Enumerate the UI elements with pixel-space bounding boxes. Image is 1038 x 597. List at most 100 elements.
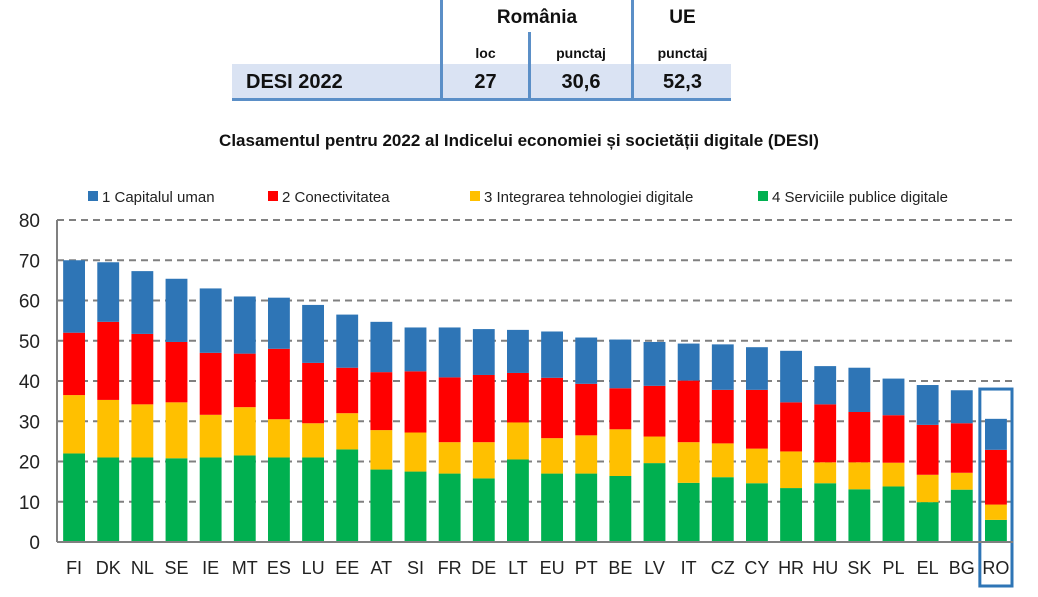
legend-swatch <box>268 191 278 201</box>
x-tick-label: LT <box>508 558 528 578</box>
x-tick-label: BG <box>949 558 975 578</box>
x-tick-label: ES <box>267 558 291 578</box>
bar-segment <box>165 278 188 342</box>
bar-segment <box>472 478 495 542</box>
bar-segment <box>609 475 632 542</box>
value-loc: 27 <box>474 71 497 93</box>
bar-segment <box>438 442 461 474</box>
legend-label: 4 Serviciile publice digitale <box>772 189 948 206</box>
summary-table: România UE loc punctaj punctaj DESI 2022… <box>0 0 1038 105</box>
legend-label: 1 Capitalul uman <box>102 189 215 206</box>
x-tick-label: DE <box>471 558 496 578</box>
highlight-box <box>978 387 1014 588</box>
bar-segment <box>472 329 495 375</box>
bar-segment <box>63 453 85 542</box>
bar-segment <box>472 374 495 443</box>
bar-segment <box>199 414 222 458</box>
bar-segment <box>233 353 256 408</box>
bar-segment <box>268 419 290 458</box>
y-tick-label: 60 <box>19 292 40 313</box>
subheader-punctaj-ro: punctaj <box>556 45 606 61</box>
bar-segment <box>97 321 120 400</box>
bar-segment <box>302 457 324 542</box>
x-tick-label: EL <box>917 558 939 578</box>
bar-segment <box>438 327 461 378</box>
y-tick-label: 10 <box>19 493 40 514</box>
y-tick-label: 40 <box>19 372 40 393</box>
bar-segment <box>302 423 324 458</box>
legend-swatch <box>470 191 480 201</box>
legend-swatch <box>88 191 98 201</box>
x-tick-label: CZ <box>711 558 735 578</box>
bar-segment <box>746 448 768 484</box>
bar-segment <box>541 473 563 542</box>
y-tick-label: 30 <box>19 412 40 433</box>
bar-segment <box>711 389 734 444</box>
bar-segment <box>404 432 427 472</box>
bar-segment <box>233 296 256 354</box>
x-tick-label: SK <box>847 558 871 578</box>
bar-segment <box>507 329 529 373</box>
x-tick-label: BE <box>608 558 632 578</box>
bar-segment <box>302 304 324 363</box>
bar-segment <box>814 462 837 484</box>
bar-segment <box>336 449 359 542</box>
x-tick-label: PL <box>882 558 904 578</box>
bar-segment <box>541 438 563 474</box>
header-romania: România <box>496 7 578 28</box>
bar-segment <box>370 372 393 431</box>
bar-segment <box>507 372 529 423</box>
bar-segment <box>131 457 154 542</box>
x-tick-label: HR <box>778 558 804 578</box>
y-tick-label: 50 <box>19 332 40 353</box>
bar-segment <box>882 486 905 542</box>
bar-segment <box>950 423 973 473</box>
x-tick-label: RO <box>982 558 1009 578</box>
bar-segment <box>814 366 837 405</box>
bar-segment <box>814 404 837 463</box>
value-punctaj-ro: 30,6 <box>561 71 601 93</box>
bar-segment <box>643 463 666 542</box>
bar-segment <box>746 389 768 449</box>
subheader-punctaj-ue: punctaj <box>657 45 708 61</box>
bar-segment <box>848 411 871 463</box>
x-tick-label: FI <box>66 558 82 578</box>
bar-segment <box>643 341 666 386</box>
table-divider <box>528 32 531 101</box>
y-tick-label: 70 <box>19 251 40 272</box>
bar-segment <box>609 429 632 476</box>
x-tick-label: FR <box>438 558 462 578</box>
x-tick-label: IE <box>202 558 219 578</box>
bar-segment <box>507 459 529 542</box>
bar-segment <box>97 457 120 542</box>
bar-segment <box>677 442 700 483</box>
bar-segment <box>575 337 598 384</box>
table-row-band <box>232 64 731 98</box>
bar-segment <box>711 443 734 478</box>
bar-segment <box>780 402 802 452</box>
bar-segment <box>370 430 393 470</box>
bar-segment <box>199 352 222 415</box>
bar-segment <box>268 457 290 542</box>
x-tick-label: SI <box>407 558 424 578</box>
bar-segment <box>165 458 188 542</box>
bar-segment <box>268 348 290 420</box>
bar-segment <box>848 489 871 542</box>
bar-segment <box>643 385 666 437</box>
y-tick-label: 20 <box>19 453 40 474</box>
x-tick-label: EE <box>335 558 359 578</box>
x-tick-label: DK <box>96 558 121 578</box>
bar-segment <box>677 343 700 381</box>
axes <box>56 220 1013 543</box>
bar-segment <box>711 344 734 390</box>
bar-segment <box>370 469 393 542</box>
bar-segment <box>165 341 188 403</box>
bar-segment <box>985 519 1007 542</box>
bar-segment <box>882 415 905 463</box>
bar-segment <box>677 482 700 542</box>
bar-segment <box>131 333 154 405</box>
x-tick-label: LV <box>644 558 665 578</box>
bar-segment <box>780 451 802 489</box>
bar-segment <box>63 260 85 333</box>
